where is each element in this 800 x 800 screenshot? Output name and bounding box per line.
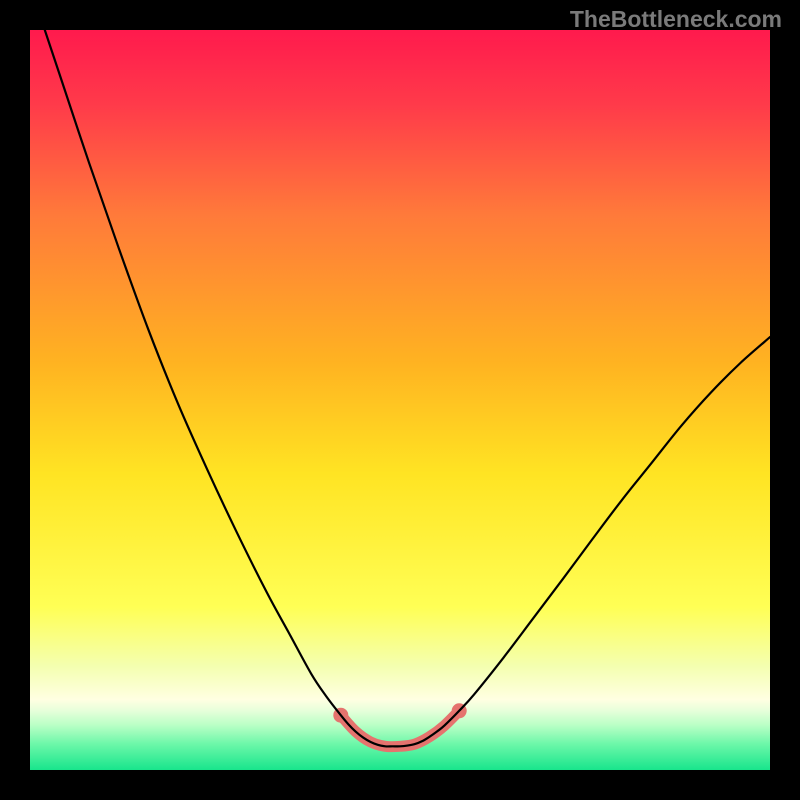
- bottleneck-curve-chart: [30, 30, 770, 770]
- gradient-background: [30, 30, 770, 770]
- watermark-text: TheBottleneck.com: [570, 6, 782, 33]
- chart-frame: TheBottleneck.com: [0, 0, 800, 800]
- plot-area: [30, 30, 770, 770]
